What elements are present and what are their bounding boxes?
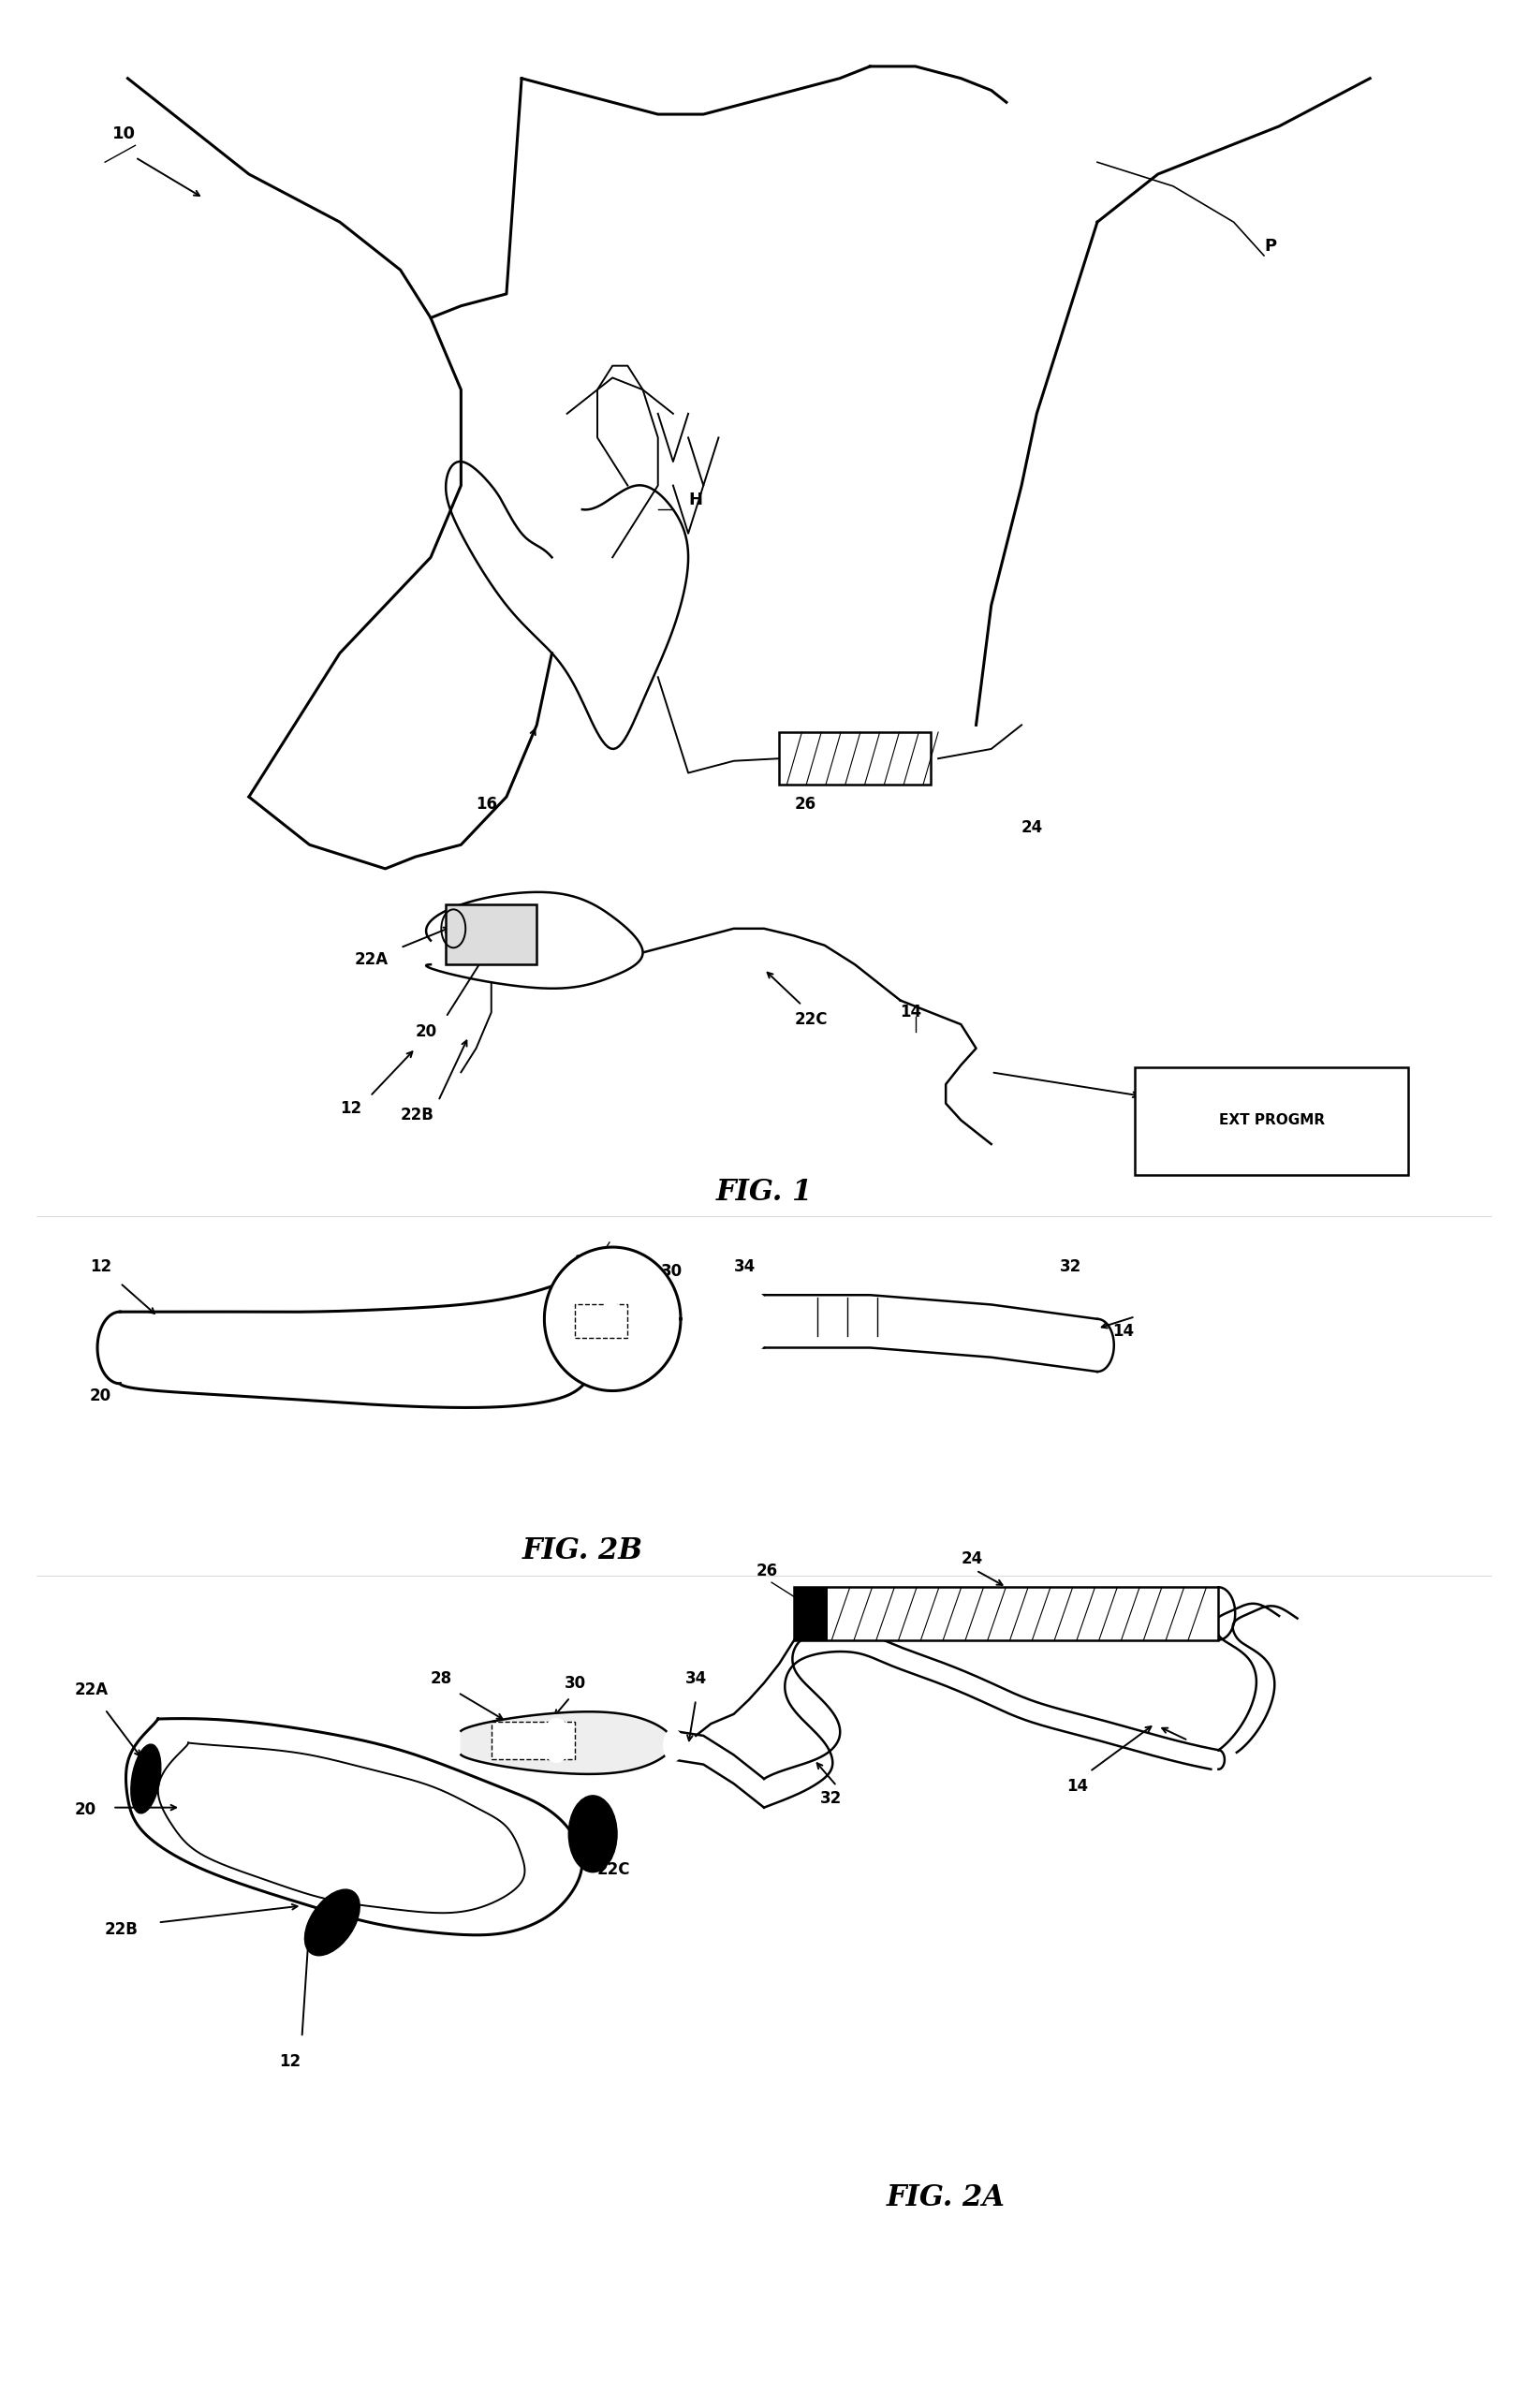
- Text: 26: 26: [575, 1252, 596, 1269]
- Text: FIG. 2A: FIG. 2A: [886, 2184, 1005, 2213]
- Text: FIG. 1: FIG. 1: [715, 1178, 813, 1206]
- Bar: [446, 905, 536, 966]
- Circle shape: [601, 1303, 622, 1336]
- Text: H: H: [688, 491, 703, 508]
- Bar: [795, 1587, 828, 1640]
- Bar: [779, 732, 931, 785]
- Text: 10: 10: [113, 125, 136, 142]
- Polygon shape: [544, 1247, 680, 1392]
- Text: 26: 26: [756, 1563, 778, 1580]
- Text: 24: 24: [961, 1551, 983, 1568]
- Text: FIG. 2B: FIG. 2B: [521, 1536, 643, 1565]
- Text: 34: 34: [685, 1669, 707, 1686]
- Ellipse shape: [665, 1729, 681, 1760]
- Bar: [795, 1587, 1218, 1640]
- Text: 18: 18: [1248, 1132, 1270, 1149]
- Text: 26: 26: [795, 795, 816, 811]
- Text: 14: 14: [900, 1004, 921, 1021]
- FancyBboxPatch shape: [1135, 1067, 1407, 1175]
- Circle shape: [568, 1796, 617, 1871]
- Text: 22B: 22B: [400, 1108, 434, 1125]
- Text: 22A: 22A: [354, 951, 388, 968]
- Text: 30: 30: [564, 1674, 585, 1690]
- Text: 20: 20: [416, 1023, 437, 1040]
- Text: 22A: 22A: [75, 1681, 108, 1698]
- Text: 32: 32: [821, 1789, 842, 1806]
- Text: 12: 12: [280, 2054, 301, 2071]
- Polygon shape: [426, 891, 643, 987]
- Bar: [492, 1722, 575, 1760]
- Text: 14: 14: [1067, 1777, 1088, 1794]
- Text: 12: 12: [339, 1100, 362, 1117]
- Text: 20: 20: [75, 1801, 96, 1818]
- Text: EXT PROGMR: EXT PROGMR: [1218, 1112, 1325, 1127]
- Text: 32: 32: [1059, 1257, 1082, 1274]
- Text: 20: 20: [90, 1387, 112, 1404]
- Polygon shape: [125, 1719, 582, 1936]
- Text: 16: 16: [477, 795, 498, 811]
- Ellipse shape: [131, 1743, 160, 1813]
- Circle shape: [735, 1293, 772, 1351]
- Text: 34: 34: [733, 1257, 755, 1274]
- Text: 14: 14: [1112, 1322, 1134, 1339]
- Text: 28: 28: [431, 1669, 452, 1686]
- Polygon shape: [461, 1712, 674, 1775]
- Bar: [575, 1305, 628, 1339]
- Text: 12: 12: [90, 1257, 112, 1274]
- Text: 30: 30: [662, 1262, 683, 1279]
- Circle shape: [542, 1719, 570, 1763]
- Text: 22C: 22C: [795, 1011, 828, 1028]
- Text: 24: 24: [1022, 819, 1044, 836]
- Text: 22C: 22C: [597, 1861, 631, 1878]
- Text: 22B: 22B: [105, 1922, 139, 1938]
- Ellipse shape: [304, 1890, 359, 1955]
- Text: P: P: [1264, 238, 1276, 255]
